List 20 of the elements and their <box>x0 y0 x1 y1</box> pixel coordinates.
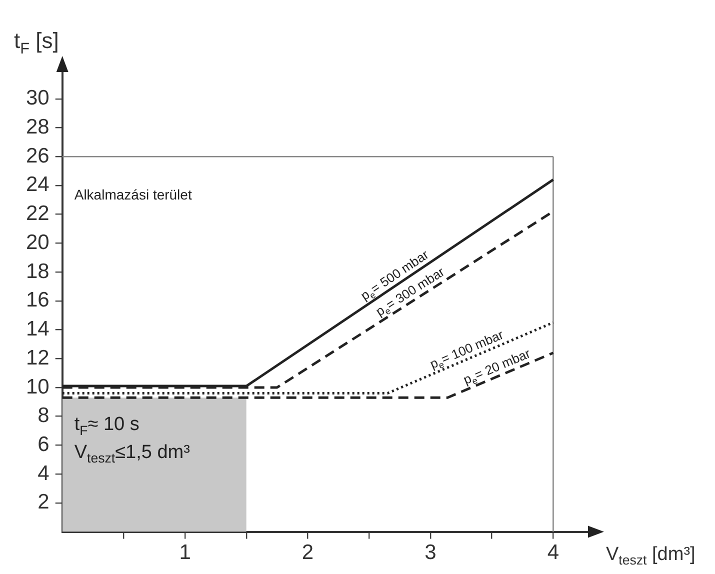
y-tick-label: 20 <box>26 230 50 254</box>
y-tick-label: 12 <box>26 346 50 370</box>
x-tick-label: 3 <box>424 541 436 564</box>
x-tick-label: 2 <box>302 541 314 564</box>
y-tick-label: 22 <box>26 202 50 226</box>
y-tick-label: 30 <box>26 86 50 110</box>
annotation: Alkalmazási terület <box>74 186 192 202</box>
y-tick-label: 16 <box>26 288 50 312</box>
y-tick-label: 2 <box>38 490 50 514</box>
y-tick-label: 6 <box>38 433 50 456</box>
y-tick-label: 28 <box>26 116 50 139</box>
x-tick-label: 4 <box>547 541 560 564</box>
y-tick-label: 18 <box>26 260 50 283</box>
y-tick-label: 10 <box>26 375 50 398</box>
y-tick-label: 24 <box>26 173 50 196</box>
y-tick-label: 8 <box>38 404 50 428</box>
y-tick-label: 4 <box>38 462 50 485</box>
y-tick-label: 14 <box>26 318 50 341</box>
y-tick-label: 26 <box>26 144 50 168</box>
x-tick-label: 1 <box>179 541 191 564</box>
